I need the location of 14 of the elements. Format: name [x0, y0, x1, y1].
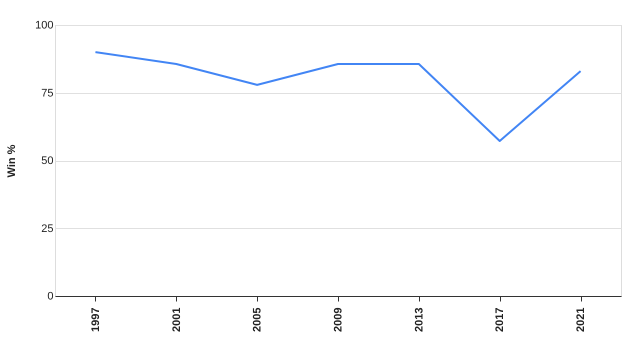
y-tick-label: 25: [41, 222, 54, 235]
x-tick-label: 2021: [575, 308, 588, 332]
x-tick-label: 2005: [252, 308, 264, 332]
y-axis-title: Win %: [6, 144, 18, 178]
x-tick-label: 2017: [494, 308, 506, 332]
x-tick-label: 1997: [90, 308, 102, 332]
line-series: [94, 51, 582, 142]
y-tick-label: 75: [41, 87, 54, 100]
y-tick-label: 50: [41, 155, 54, 167]
y-tick-label: 100: [35, 20, 54, 32]
x-tick-label: 2013: [413, 308, 426, 332]
x-tick-label: 2001: [170, 308, 183, 332]
x-tick-label: 2009: [332, 308, 344, 332]
y-tick-label: 0: [47, 290, 54, 302]
